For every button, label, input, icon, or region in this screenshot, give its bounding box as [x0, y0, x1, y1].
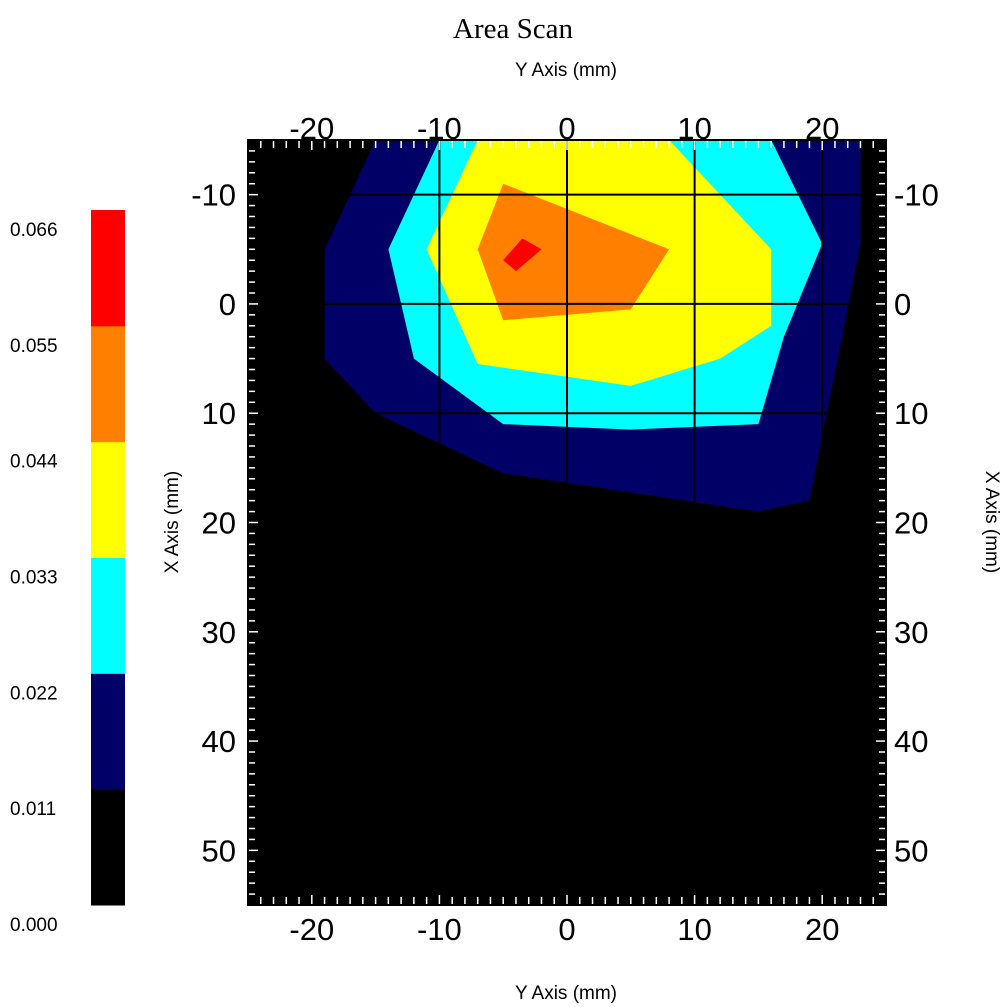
y-axis-label-right: X Axis (mm) — [981, 471, 1002, 573]
y-tick-right-4: 30 — [894, 615, 928, 650]
y-tick-right-0: -10 — [894, 178, 939, 213]
chart-title: Area Scan — [453, 13, 573, 45]
y-tick-left-4: 30 — [202, 615, 236, 650]
plot-area — [247, 139, 887, 906]
y-tick-left-1: 0 — [219, 287, 236, 322]
x-tick-top-2: 0 — [558, 111, 575, 146]
x-tick-bottom-3: 10 — [677, 912, 711, 947]
y-tick-left-6: 50 — [202, 833, 236, 868]
x-tick-bottom-1: -10 — [417, 912, 462, 947]
colorbar-segment-4 — [91, 325, 125, 443]
y-tick-right-6: 50 — [894, 833, 928, 868]
y-tick-left-3: 20 — [202, 506, 236, 541]
plot-frame — [247, 139, 887, 906]
x-tick-top-4: 20 — [805, 111, 839, 146]
y-tick-left-0: -10 — [191, 178, 236, 213]
colorbar-label-1: 0.011 — [10, 799, 56, 820]
colorbar: 0.000 0.011 0.022 0.033 0.044 0.055 0.066 — [10, 210, 125, 936]
x-tick-top-3: 10 — [677, 111, 711, 146]
colorbar-segment-0 — [91, 789, 125, 906]
colorbar-label-6: 0.066 — [10, 220, 58, 241]
colorbar-label-5: 0.055 — [10, 336, 58, 357]
x-tick-bottom-4: 20 — [805, 912, 839, 947]
x-tick-bottom-2: 0 — [558, 912, 575, 947]
contour-band-4 — [503, 238, 542, 272]
y-tick-left-5: 40 — [202, 724, 236, 759]
colorbar-label-2: 0.022 — [10, 683, 58, 704]
y-tick-right-2: 10 — [894, 396, 928, 431]
y-axis-label-left: X Axis (mm) — [162, 471, 183, 573]
x-tick-top-1: -10 — [417, 111, 462, 146]
grid-lines — [248, 140, 886, 905]
colorbar-label-4: 0.044 — [10, 452, 58, 473]
colorbar-label-0: 0.000 — [10, 915, 58, 936]
y-tick-right-3: 20 — [894, 506, 928, 541]
colorbar-label-3: 0.033 — [10, 568, 58, 589]
colorbar-segment-1 — [91, 673, 125, 790]
colorbar-segment-3 — [91, 441, 125, 558]
y-tick-right-5: 40 — [894, 724, 928, 759]
colorbar-segment-5 — [91, 210, 125, 327]
x-tick-bottom-0: -20 — [289, 912, 334, 947]
y-tick-left-2: 10 — [202, 396, 236, 431]
x-axis-label-top: Y Axis (mm) — [515, 60, 617, 81]
contour-band-3 — [477, 183, 670, 321]
x-tick-top-0: -20 — [289, 111, 334, 146]
contour-bands — [324, 140, 861, 512]
colorbar-segment-2 — [91, 557, 125, 674]
x-axis-label-bottom: Y Axis (mm) — [515, 983, 617, 1004]
y-tick-right-1: 0 — [894, 287, 911, 322]
